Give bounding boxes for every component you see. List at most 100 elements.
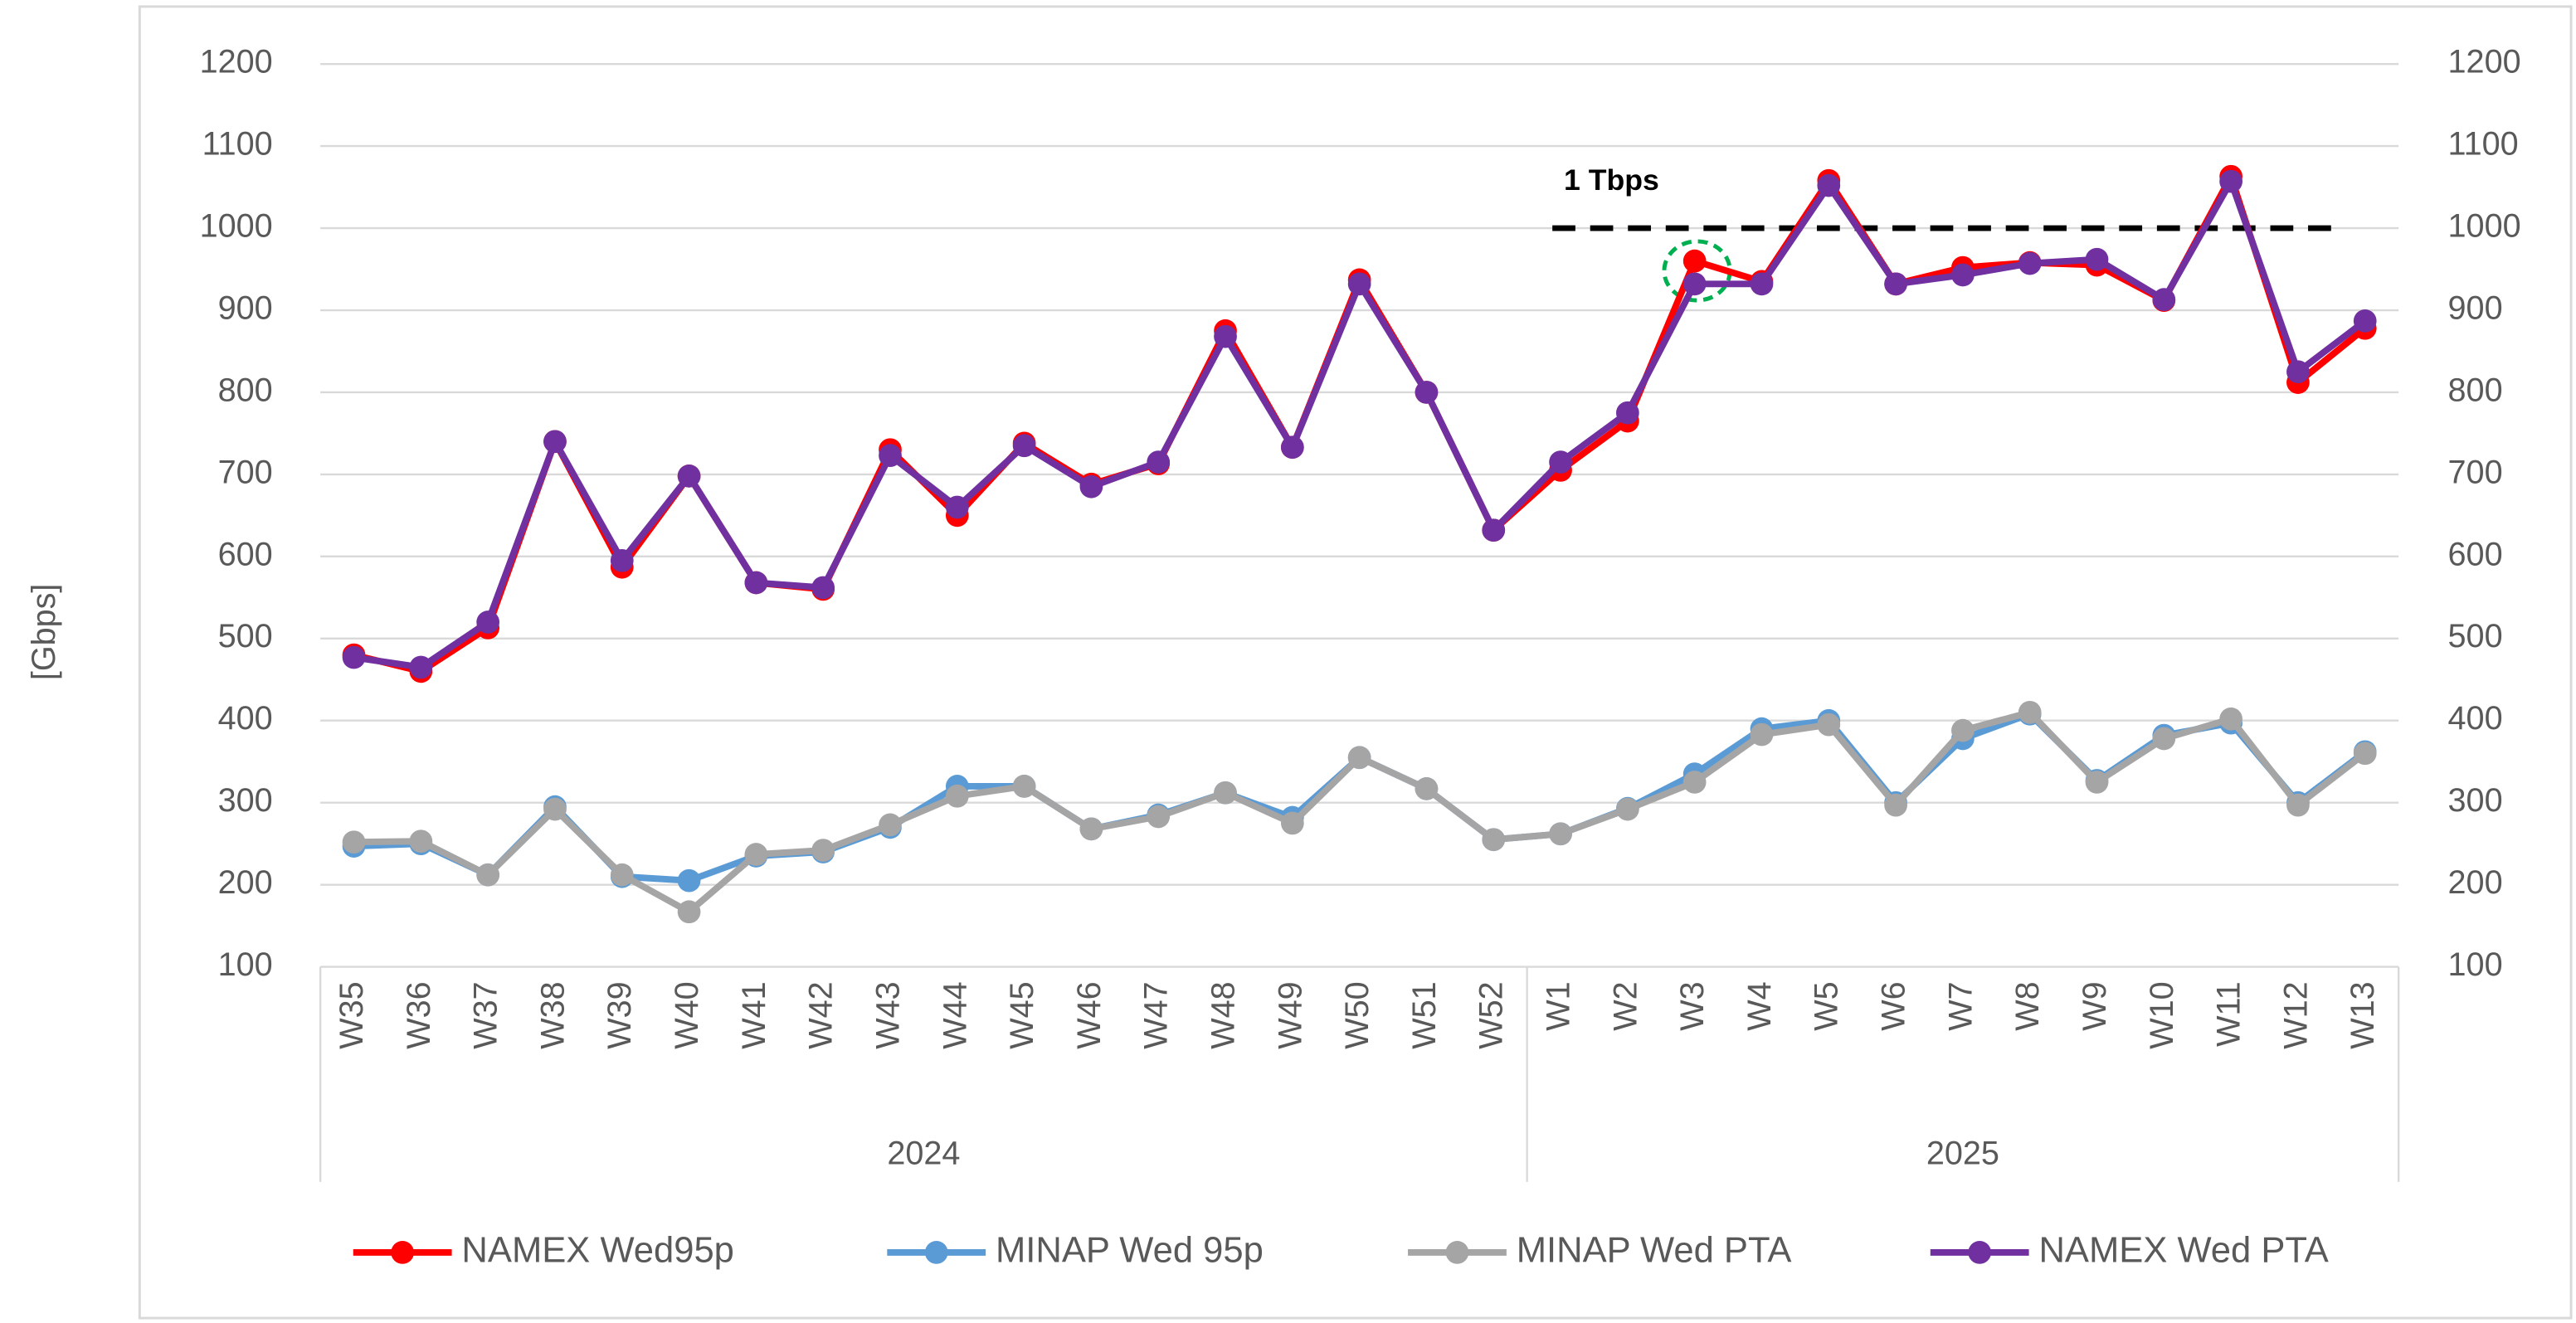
x-tick-label: W42: [803, 981, 840, 1048]
y2-tick-label: 1200: [2448, 44, 2521, 80]
x-tick-label: W51: [1406, 981, 1443, 1048]
data-point: [476, 610, 500, 634]
x-tick-label: W48: [1205, 981, 1241, 1048]
data-point: [1549, 450, 1572, 474]
data-point: [2219, 707, 2242, 731]
x-tick-label: W4: [1741, 981, 1778, 1030]
data-point: [2219, 169, 2242, 193]
y2-tick-label: 900: [2448, 289, 2503, 326]
y2-tick-label: 400: [2448, 700, 2503, 737]
data-point: [1750, 272, 1774, 296]
data-point: [1951, 263, 1975, 287]
data-point: [677, 465, 701, 488]
data-point: [811, 576, 835, 600]
data-point: [2286, 793, 2310, 817]
y2-tick-label: 1100: [2448, 126, 2519, 163]
x-tick-label: W49: [1272, 981, 1308, 1048]
data-point: [1280, 435, 1304, 460]
data-point: [476, 863, 500, 887]
data-point: [1415, 777, 1439, 800]
data-point: [2152, 727, 2176, 751]
legend-label: NAMEX Wed95p: [461, 1230, 733, 1270]
data-point: [1147, 805, 1171, 829]
data-point: [744, 571, 768, 595]
x-tick-label: W47: [1138, 981, 1175, 1048]
x-tick-label: W41: [736, 981, 772, 1048]
x-tick-label: W44: [937, 981, 973, 1048]
x-tick-label: W36: [401, 981, 437, 1048]
series-line: [353, 178, 2368, 671]
y2-tick-label: 300: [2448, 782, 2503, 819]
data-point: [342, 830, 366, 854]
data-point: [409, 829, 433, 854]
data-point: [1682, 272, 1707, 296]
legend-marker: [1445, 1241, 1469, 1264]
data-point: [610, 548, 634, 572]
x-tick-label: W3: [1674, 981, 1711, 1030]
y-tick-label: 1200: [200, 44, 273, 80]
data-point: [1884, 272, 1907, 296]
y-tick-label: 900: [218, 289, 273, 326]
data-point: [879, 444, 902, 467]
y2-tick-label: 600: [2448, 536, 2503, 572]
data-point: [1817, 173, 1841, 197]
x-tick-label: W38: [534, 981, 571, 1048]
data-point: [2085, 771, 2109, 794]
data-point: [1951, 718, 1975, 742]
data-point: [2152, 288, 2176, 312]
y-tick-label: 600: [218, 536, 273, 572]
x-tick-label: W2: [1607, 981, 1643, 1030]
y-tick-label: 400: [218, 700, 273, 737]
x-tick-label: W52: [1473, 981, 1510, 1048]
x-tick-label: W43: [869, 981, 906, 1048]
data-point: [2018, 700, 2042, 724]
y2-tick-label: 100: [2448, 946, 2503, 983]
legend-label: NAMEX Wed PTA: [2038, 1230, 2328, 1270]
data-point: [1682, 249, 1707, 273]
x-tick-label: W8: [2009, 981, 2046, 1030]
x-tick-label: W11: [2211, 981, 2247, 1046]
x-group-label: 2024: [887, 1136, 960, 1172]
data-point: [879, 813, 902, 837]
data-point: [677, 868, 701, 893]
data-point: [1750, 722, 1774, 747]
legend-label: MINAP Wed PTA: [1517, 1230, 1792, 1270]
legend-marker: [391, 1241, 415, 1264]
data-point: [1347, 272, 1371, 296]
x-tick-label: W10: [2144, 981, 2180, 1048]
y-tick-label: 100: [218, 946, 273, 983]
data-point: [1079, 817, 1103, 841]
y2-tick-label: 800: [2448, 372, 2503, 408]
y2-tick-label: 1000: [2448, 208, 2521, 245]
data-point: [409, 655, 433, 679]
x-tick-label: W12: [2277, 981, 2314, 1048]
y-axis-title: [Gbps]: [26, 584, 62, 681]
series-line: [353, 173, 2368, 675]
y-tick-label: 1100: [202, 126, 273, 163]
chart-border: [138, 5, 2573, 1320]
data-point: [1817, 713, 1841, 737]
x-tick-label: W6: [1876, 981, 1912, 1030]
y-tick-label: 200: [218, 864, 273, 901]
series-line: [353, 708, 2368, 916]
x-tick-label: W50: [1339, 981, 1376, 1048]
data-point: [2286, 360, 2310, 384]
data-point: [1012, 775, 1036, 798]
y-tick-label: 800: [218, 372, 273, 408]
data-point: [2018, 251, 2042, 275]
data-point: [1079, 474, 1103, 499]
data-point: [1482, 518, 1506, 542]
y-tick-label: 500: [218, 618, 273, 654]
x-tick-label: W9: [2077, 981, 2113, 1030]
data-point: [543, 430, 567, 454]
data-point: [1214, 781, 1237, 805]
data-point: [1347, 746, 1371, 770]
data-point: [1616, 401, 1639, 425]
legend-marker: [1968, 1241, 1992, 1264]
series-line: [353, 710, 2368, 884]
data-point: [2353, 742, 2377, 766]
data-point: [342, 645, 366, 669]
data-point: [1616, 797, 1639, 821]
x-tick-label: W39: [601, 981, 638, 1048]
